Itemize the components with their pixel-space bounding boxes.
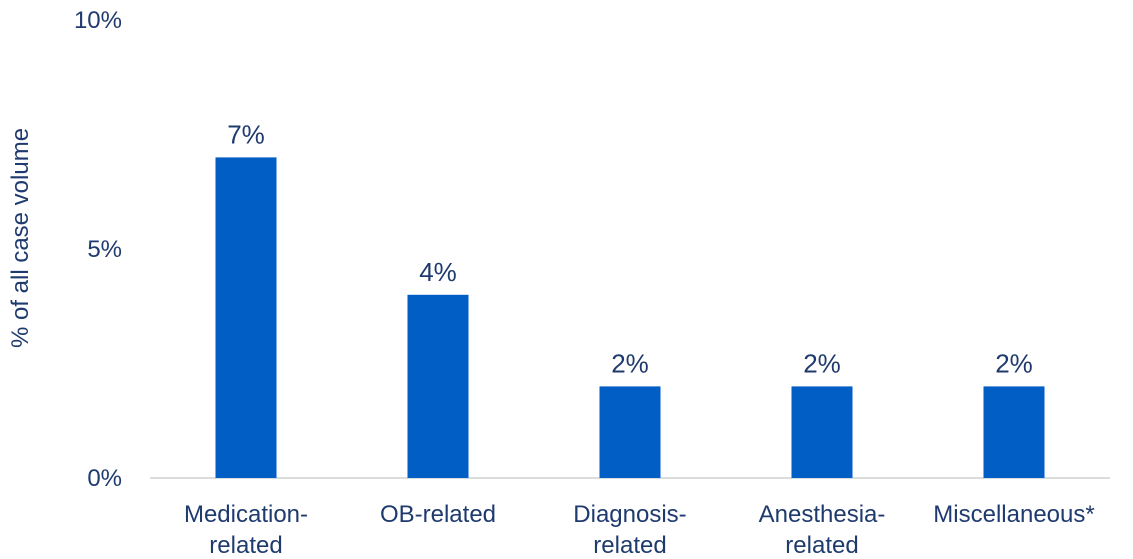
- category-label: related: [209, 532, 282, 559]
- category-label: related: [593, 532, 666, 559]
- y-axis-title: % of all case volume: [7, 128, 34, 348]
- bar: [407, 294, 469, 478]
- data-label: 2%: [803, 348, 841, 378]
- data-labels: 7% 4% 2% 2% 2%: [227, 119, 1033, 378]
- data-label: 2%: [611, 348, 649, 378]
- bar: [791, 386, 853, 478]
- y-tick-label: 5%: [87, 236, 122, 263]
- bars: [215, 157, 1045, 478]
- category-label: Diagnosis-: [573, 501, 686, 528]
- data-label: 7%: [227, 119, 265, 149]
- category-label: Medication-: [184, 501, 308, 528]
- data-label: 2%: [995, 348, 1033, 378]
- bar: [215, 157, 277, 478]
- category-label: OB-related: [380, 501, 496, 528]
- y-tick-label: 0%: [87, 465, 122, 492]
- y-tick-label: 10%: [74, 7, 122, 34]
- bar: [599, 386, 661, 478]
- data-label: 4%: [419, 257, 457, 287]
- category-label: Miscellaneous*: [933, 501, 1094, 528]
- category-labels: Medication-related OB-related Diagnosis-re…: [184, 501, 1095, 559]
- bar: [983, 386, 1045, 478]
- category-label: related: [785, 532, 858, 559]
- y-tick-labels: 0% 5% 10%: [74, 7, 122, 492]
- category-label: Anesthesia-: [759, 501, 886, 528]
